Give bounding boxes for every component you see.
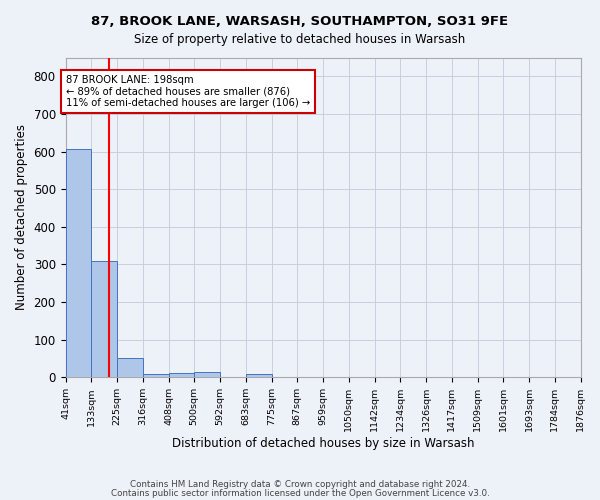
Bar (65, 148, 91, 378)
Bar (117, 358, 143, 378)
Bar (220, 376, 246, 378)
X-axis label: Distribution of detached houses by size in Warsash: Distribution of detached houses by size … (172, 437, 474, 450)
Bar (246, 374, 272, 378)
Text: Contains HM Land Registry data © Crown copyright and database right 2024.: Contains HM Land Registry data © Crown c… (130, 480, 470, 489)
Text: 87, BROOK LANE, WARSASH, SOUTHAMPTON, SO31 9FE: 87, BROOK LANE, WARSASH, SOUTHAMPTON, SO… (91, 15, 509, 28)
Text: 87 BROOK LANE: 198sqm
← 89% of detached houses are smaller (876)
11% of semi-det: 87 BROOK LANE: 198sqm ← 89% of detached … (66, 75, 310, 108)
Bar (194, 372, 220, 378)
Text: Size of property relative to detached houses in Warsash: Size of property relative to detached ho… (134, 32, 466, 46)
Y-axis label: Number of detached properties: Number of detached properties (15, 124, 28, 310)
Bar (91, 260, 117, 378)
Bar (169, 373, 194, 378)
Text: Contains public sector information licensed under the Open Government Licence v3: Contains public sector information licen… (110, 488, 490, 498)
Bar (143, 374, 169, 378)
